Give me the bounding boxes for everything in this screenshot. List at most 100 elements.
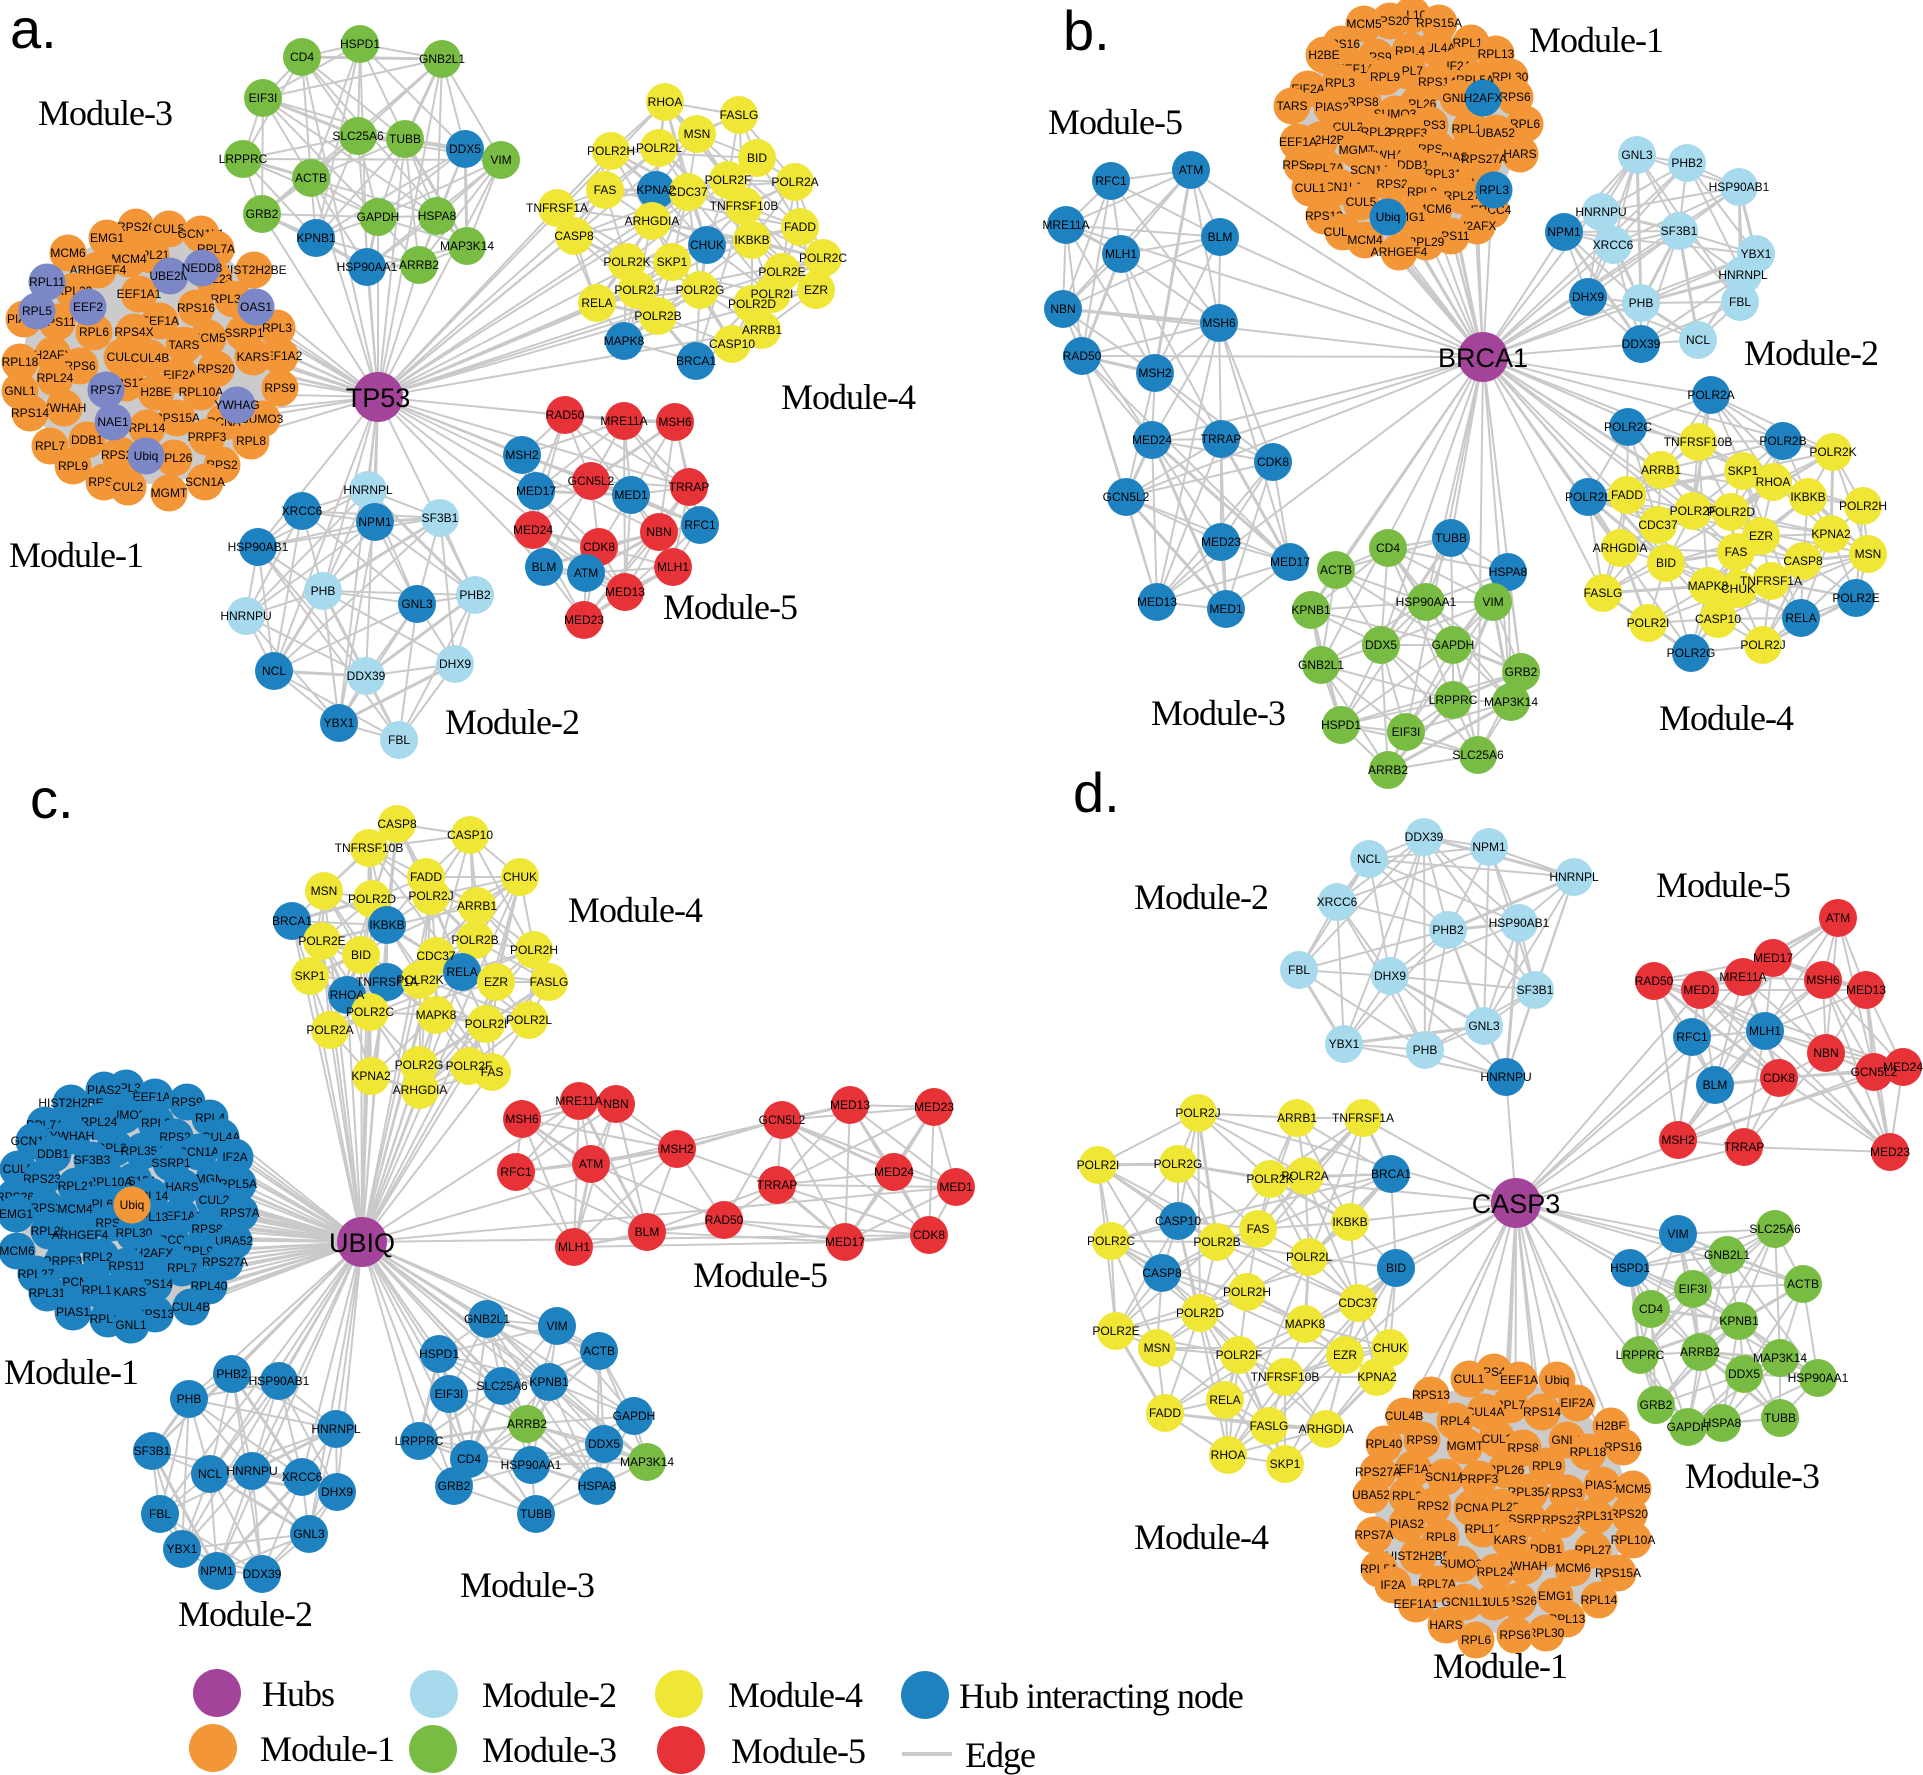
svg-text:HNRNPL: HNRNPL [1718,268,1768,282]
svg-text:ARRB1: ARRB1 [457,899,497,913]
svg-text:GNB2L1: GNB2L1 [464,1312,510,1326]
svg-text:IF2A: IF2A [1380,1578,1405,1592]
svg-text:CHUK: CHUK [503,870,537,884]
svg-text:HSP90AB1: HSP90AB1 [1709,180,1770,194]
svg-text:NPM1: NPM1 [358,515,392,529]
svg-text:Module-2: Module-2 [1134,877,1268,917]
svg-text:YBX1: YBX1 [1741,247,1772,261]
svg-text:DDX5: DDX5 [1728,1367,1760,1381]
svg-text:KPNB1: KPNB1 [1719,1314,1759,1328]
svg-text:HSP90AB1: HSP90AB1 [249,1374,310,1388]
svg-text:RPS2: RPS2 [1417,1499,1449,1513]
svg-text:RPL3: RPL3 [1392,1489,1422,1503]
svg-text:CUL5: CUL5 [1479,1595,1510,1609]
svg-text:POLR2A: POLR2A [1687,388,1734,402]
svg-text:DHX9: DHX9 [1374,969,1406,983]
svg-text:c.: c. [30,767,74,830]
svg-text:LRPPRC: LRPPRC [1429,693,1478,707]
svg-text:HSP90AB1: HSP90AB1 [1489,916,1550,930]
svg-text:CUL2: CUL2 [1333,120,1364,134]
svg-text:SKP1: SKP1 [1728,464,1759,478]
svg-text:RHOA: RHOA [330,988,365,1002]
svg-text:TRRAP: TRRAP [1201,432,1242,446]
svg-text:RPL30: RPL30 [1528,1626,1565,1640]
svg-text:DHX9: DHX9 [321,1485,353,1499]
svg-text:RPL18: RPL18 [1570,1445,1607,1459]
svg-text:POLR2H: POLR2H [587,144,635,158]
svg-text:RHOA: RHOA [648,95,683,109]
svg-text:CUL4A: CUL4A [1466,1405,1505,1419]
svg-text:GNL1: GNL1 [115,1318,147,1332]
svg-text:EZR: EZR [1333,1348,1357,1362]
svg-text:CASP10: CASP10 [1695,612,1741,626]
svg-text:DDB1: DDB1 [1530,1542,1562,1556]
svg-text:FAS: FAS [594,183,617,197]
svg-text:EEF1A2: EEF1A2 [133,1090,178,1104]
svg-text:RPS2: RPS2 [1376,177,1408,191]
svg-text:POLR2J: POLR2J [1740,638,1785,652]
svg-text:Module-5: Module-5 [663,587,797,627]
svg-text:CUL4B: CUL4B [131,351,170,365]
svg-text:POLR2I: POLR2I [1077,1158,1120,1172]
svg-text:EZR: EZR [484,975,508,989]
svg-text:PHB2: PHB2 [1432,923,1464,937]
svg-text:NBN: NBN [646,525,671,539]
svg-text:ARHGEF4: ARHGEF4 [70,263,127,277]
svg-text:Module-4: Module-4 [568,890,703,930]
svg-text:ACTB: ACTB [583,1344,615,1358]
svg-text:Hubs: Hubs [262,1674,334,1714]
svg-text:RPS6: RPS6 [1499,1628,1531,1642]
svg-text:NCL: NCL [198,1467,222,1481]
svg-text:MAP3K14: MAP3K14 [620,1455,674,1469]
svg-text:NCL: NCL [262,664,286,678]
svg-text:RPL31: RPL31 [1425,167,1462,181]
svg-text:EIF2A: EIF2A [1560,1396,1593,1410]
svg-text:RPS9: RPS9 [171,1095,203,1109]
svg-text:MCM5: MCM5 [1346,17,1382,31]
svg-text:MED13: MED13 [605,585,645,599]
svg-text:Hub interacting node: Hub interacting node [959,1676,1243,1716]
svg-text:TNFRSF10B: TNFRSF10B [335,841,404,855]
svg-text:ARHGEF4: ARHGEF4 [1371,245,1428,259]
svg-text:KPNB1: KPNB1 [529,1375,569,1389]
svg-text:MCM4: MCM4 [111,252,147,266]
svg-text:ARHGDIA: ARHGDIA [1593,541,1648,555]
svg-text:POLR2G: POLR2G [1154,1157,1203,1171]
svg-text:XRCC6: XRCC6 [1593,238,1634,252]
svg-text:FADD: FADD [1611,488,1643,502]
svg-text:DDX39: DDX39 [347,669,386,683]
svg-text:CHUK: CHUK [690,238,724,252]
svg-text:POLR2C: POLR2C [346,1005,394,1019]
svg-text:RPS27A: RPS27A [1461,152,1507,166]
svg-text:CDC37: CDC37 [1338,1296,1378,1310]
svg-text:POLR2L: POLR2L [506,1013,552,1027]
svg-text:NPM1: NPM1 [1472,840,1506,854]
svg-text:RPL24: RPL24 [81,1115,118,1129]
svg-text:ARRB1: ARRB1 [742,323,782,337]
svg-text:RPS14: RPS14 [11,406,49,420]
svg-text:CUL1: CUL1 [1295,181,1326,195]
svg-text:FASLG: FASLG [530,975,569,989]
svg-text:HSP90AB1: HSP90AB1 [228,540,289,554]
svg-text:EZR: EZR [1749,529,1773,543]
svg-text:SUMO3: SUMO3 [1440,1557,1483,1571]
svg-text:MED13: MED13 [830,1098,870,1112]
svg-text:RELA: RELA [446,965,477,979]
svg-text:PHB: PHB [311,584,336,598]
svg-text:RPS15A: RPS15A [1416,16,1462,30]
svg-text:XRCC6: XRCC6 [1317,895,1358,909]
svg-text:POLR2J: POLR2J [1175,1106,1220,1120]
svg-text:RPL10A: RPL10A [179,385,224,399]
svg-text:EMG1: EMG1 [90,231,124,245]
svg-text:DDX39: DDX39 [243,1567,282,1581]
svg-text:GAPDH: GAPDH [357,210,400,224]
svg-text:POLR2L: POLR2L [1565,490,1611,504]
svg-text:RPL3: RPL3 [1479,183,1509,197]
svg-text:MRE11A: MRE11A [555,1094,602,1108]
svg-text:GNL3: GNL3 [293,1527,325,1541]
svg-text:MSH6: MSH6 [505,1112,539,1126]
svg-text:RPL21: RPL21 [58,1179,95,1193]
svg-text:H2AFX: H2AFX [1464,91,1503,105]
svg-text:MAPK8: MAPK8 [604,334,645,348]
svg-text:DDX5: DDX5 [588,1437,620,1451]
